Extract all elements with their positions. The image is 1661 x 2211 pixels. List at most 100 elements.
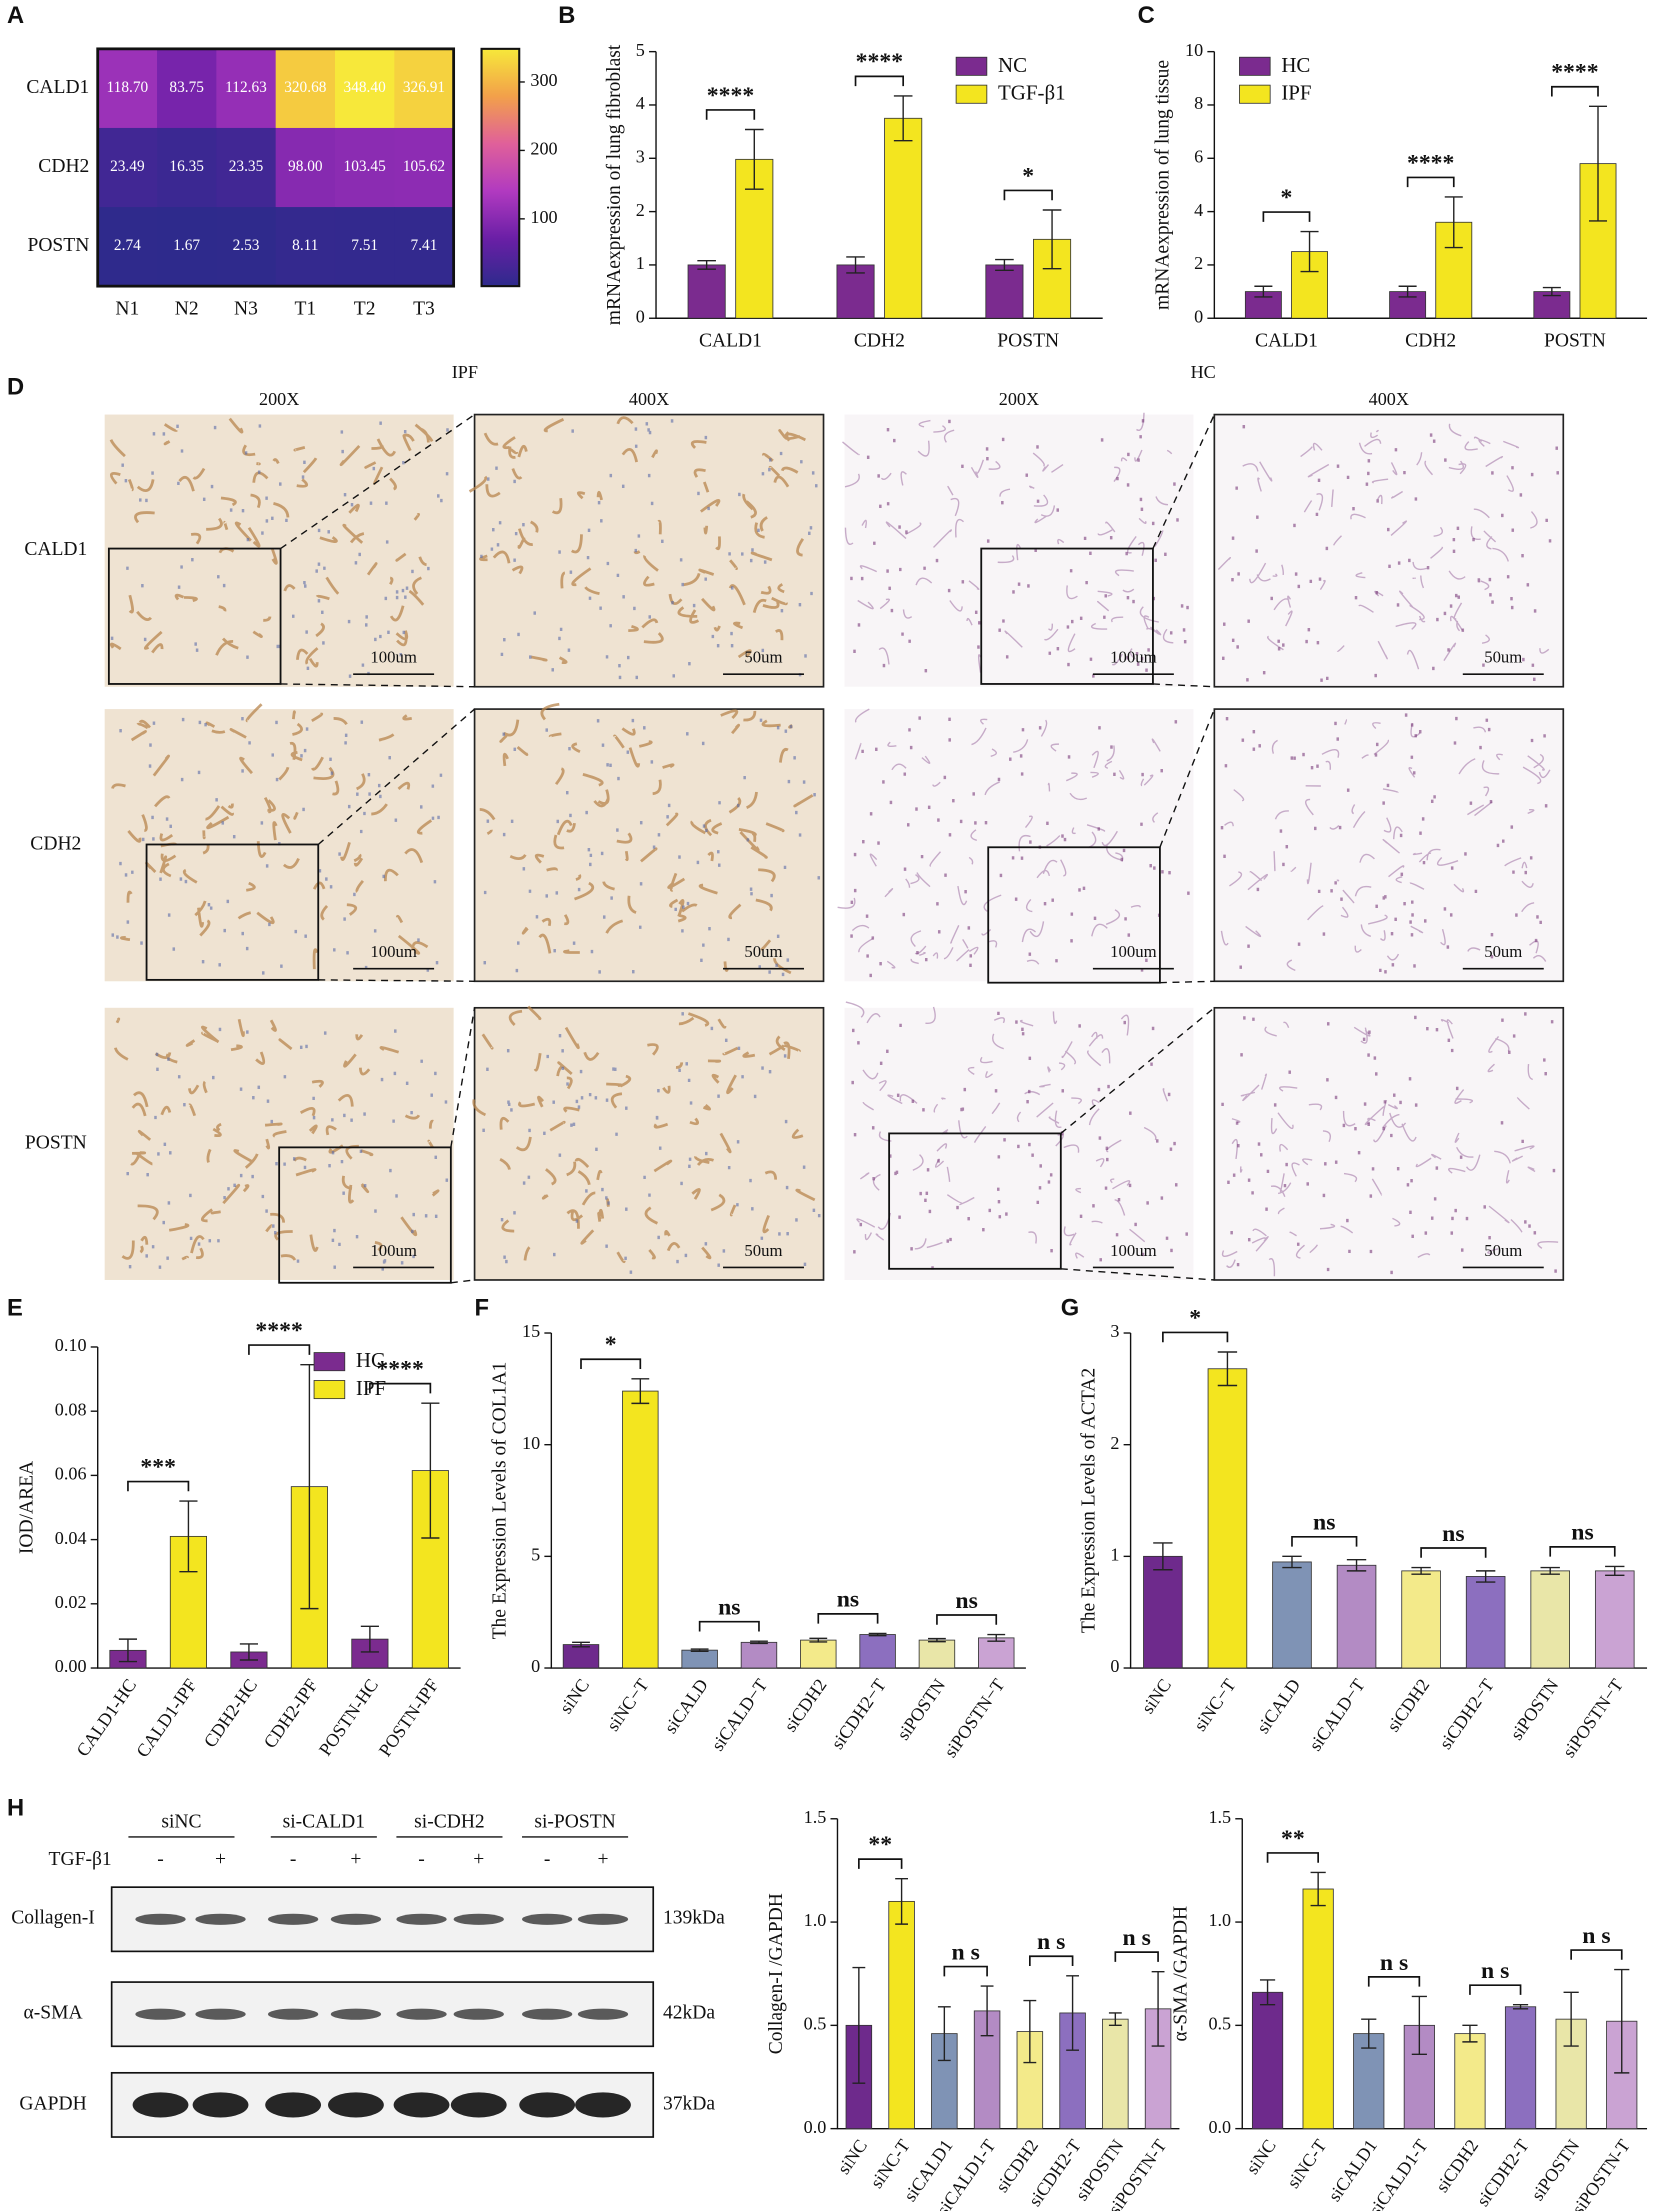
inset-connector xyxy=(280,413,475,688)
blot-band xyxy=(267,2008,319,2020)
group-label: IPF xyxy=(452,362,478,382)
significance-bracket xyxy=(1367,1976,1421,1987)
treatment-mark: + xyxy=(597,1849,608,1870)
inset-box xyxy=(145,843,320,981)
error-bar xyxy=(750,1640,768,1645)
panel-label: E xyxy=(7,1296,23,1322)
nuclei-texture xyxy=(111,717,443,975)
error-bar xyxy=(572,1641,590,1648)
nuclei-texture xyxy=(1221,1012,1557,1275)
error-bar xyxy=(118,1638,138,1663)
blot-band xyxy=(135,1913,186,1925)
nuclei-texture xyxy=(1220,713,1548,974)
x-tick-label: siCDH2 xyxy=(780,1675,830,1735)
y-tick-label: 15 xyxy=(522,1321,540,1341)
protein-label: GAPDH xyxy=(19,2093,86,2114)
bar xyxy=(918,1639,956,1669)
colorbar-tick-label: 300 xyxy=(530,70,557,90)
blot-group-label: si-CALD1 xyxy=(283,1811,365,1832)
y-axis-label: α-SMA /GAPDH xyxy=(1171,1906,1192,2042)
cell-label: 112.63 xyxy=(225,79,267,96)
x-tick-label: siCALD xyxy=(1253,1675,1305,1737)
y-tick-label: 0.5 xyxy=(804,2014,827,2034)
y-tick-label: 0.5 xyxy=(1208,2014,1231,2034)
heat-cell xyxy=(275,127,336,208)
significance-label: **** xyxy=(1407,150,1454,176)
y-axis-label: The Expression Levels of COL1A1 xyxy=(490,1362,511,1640)
error-bar xyxy=(980,1985,994,2037)
x-tick-label: siCALD−T xyxy=(1305,1675,1369,1754)
error-bar xyxy=(1444,196,1463,249)
x-tick-label: siNC−T xyxy=(1190,1675,1240,1734)
significance-bracket xyxy=(1549,1546,1616,1557)
row-label: POSTN xyxy=(25,1132,87,1153)
error-bar xyxy=(360,1625,379,1653)
x-tick-label: CALD1-HC xyxy=(72,1675,140,1760)
significance-bracket xyxy=(369,1382,432,1394)
cell-label: 2.53 xyxy=(233,237,260,254)
tissue-texture xyxy=(837,708,1161,969)
micrograph xyxy=(473,1006,825,1281)
y-tick-label: 4 xyxy=(1194,200,1203,220)
cell-label: 320.68 xyxy=(284,79,327,96)
treatment-mark: - xyxy=(157,1849,164,1870)
cell-label: 348.40 xyxy=(344,79,387,96)
bar xyxy=(836,264,875,319)
row-label: CALD1 xyxy=(24,539,87,560)
cell-label: 118.70 xyxy=(107,79,149,96)
inset-connector xyxy=(1159,708,1215,984)
cell-label: 105.62 xyxy=(403,158,445,175)
heat-cell xyxy=(157,48,217,129)
y-tick-label: 1.0 xyxy=(804,1910,827,1930)
treatment-mark: + xyxy=(473,1849,484,1870)
nuclei-texture xyxy=(126,1027,449,1271)
y-tick-label: 0 xyxy=(1110,1656,1119,1676)
significance-label: **** xyxy=(1551,60,1598,86)
x-tick-label: siPOSTN−T xyxy=(1559,1675,1627,1761)
significance-label: ns xyxy=(1313,1510,1335,1536)
bar xyxy=(1594,1570,1635,1669)
nuclei-texture xyxy=(482,1012,821,1274)
significance-bracket xyxy=(943,1965,988,1977)
heat-cell xyxy=(394,127,455,208)
bar xyxy=(978,1637,1015,1669)
heatmap-frame xyxy=(96,47,456,288)
error-bar xyxy=(1346,1559,1367,1572)
x-tick-label: CDH2-HC xyxy=(200,1675,261,1751)
significance-label: ns xyxy=(1571,1520,1593,1546)
error-bar xyxy=(1108,2012,1122,2027)
y-tick-label: 0 xyxy=(1194,306,1203,326)
cell-label: 16.35 xyxy=(169,158,204,175)
blot-band xyxy=(135,2008,186,2020)
significance-bracket xyxy=(698,1620,760,1632)
significance-label: **** xyxy=(707,83,754,109)
error-bar xyxy=(421,1402,440,1539)
blot-band xyxy=(577,2008,629,2020)
y-tick-label: 6 xyxy=(1194,146,1203,166)
blot-band xyxy=(132,2092,189,2118)
error-bar xyxy=(1475,1570,1496,1583)
y-tick-label: 3 xyxy=(636,146,645,166)
panel-label: B xyxy=(558,3,575,29)
error-bar xyxy=(1066,1975,1079,2051)
significance-bracket xyxy=(248,1344,311,1355)
y-tick-label: 10 xyxy=(1185,40,1203,60)
bar xyxy=(1207,1368,1248,1669)
error-bar xyxy=(631,1378,650,1405)
y-tick-label: 5 xyxy=(531,1545,540,1565)
significance-bracket xyxy=(858,1858,903,1869)
axis-line xyxy=(97,1346,461,1669)
error-bar xyxy=(1282,1555,1302,1569)
nuclei-texture xyxy=(1222,425,1559,682)
error-bar xyxy=(1254,285,1273,298)
blot-band xyxy=(330,2008,382,2020)
protein-label: α-SMA xyxy=(24,2003,83,2024)
x-tick-label: siPOSTN xyxy=(1527,2136,1583,2204)
heat-cell xyxy=(334,127,395,208)
bar xyxy=(1251,1991,1284,2130)
y-tick-label: 3 xyxy=(1110,1321,1119,1341)
row-label: POSTN xyxy=(27,235,89,256)
error-bar xyxy=(995,258,1014,271)
legend-swatch xyxy=(1239,56,1271,76)
